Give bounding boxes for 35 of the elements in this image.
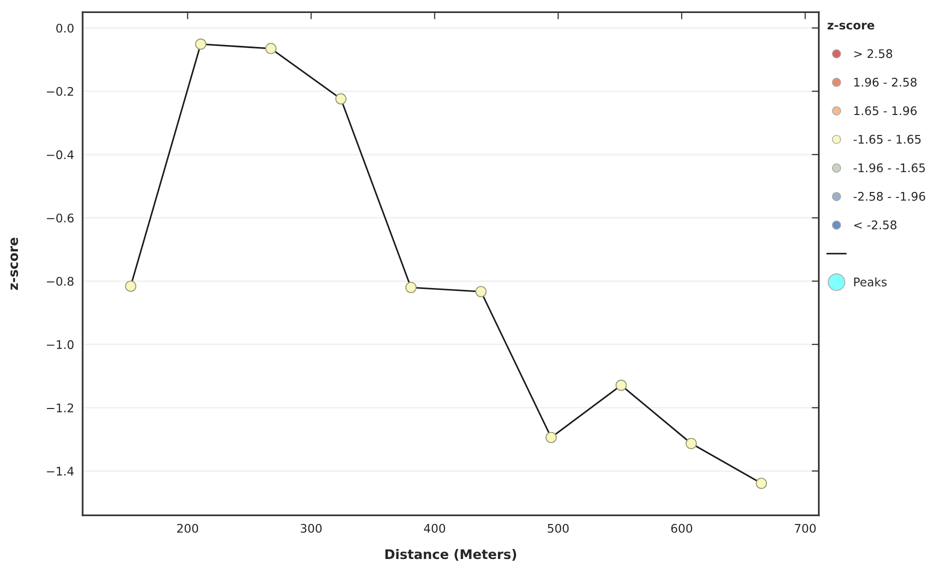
legend-label: > 2.58	[854, 49, 892, 58]
y-axis-title: z-score	[10, 238, 18, 290]
legend-title: z-score	[828, 22, 874, 30]
point	[195, 38, 206, 50]
y-tick-label: −1.0	[46, 340, 74, 350]
x-tick-label: 300	[300, 524, 322, 533]
x-tick-label: 200	[177, 524, 198, 533]
point	[616, 380, 627, 391]
point	[405, 282, 417, 294]
y-tick-label: −0.2	[46, 86, 74, 96]
point	[335, 93, 347, 104]
y-tick-label: −0.4	[46, 150, 74, 160]
legend-label: 1.96 - 2.58	[854, 78, 917, 87]
point	[475, 286, 487, 298]
legend-label: -1.96 - -1.65	[854, 163, 925, 172]
y-tick-label: −1.4	[46, 466, 74, 476]
y-tick-label: −1.2	[46, 403, 74, 412]
legend-label: -1.65 - 1.65	[854, 134, 921, 144]
legend-label: 1.65 - 1.96	[854, 106, 917, 116]
point	[125, 280, 136, 292]
legend-label: -2.58 - -1.96	[854, 192, 926, 201]
legend-label: < -2.58	[854, 220, 896, 230]
point	[756, 478, 768, 489]
x-tick-label: 400	[424, 524, 446, 533]
x-axis-title: Distance (Meters)	[385, 548, 516, 561]
point	[265, 42, 277, 54]
x-tick-label: 500	[548, 524, 569, 533]
point	[546, 432, 557, 444]
legend-label: Peaks	[854, 277, 887, 286]
y-tick-label: 0.0	[56, 24, 74, 33]
x-tick-label: 600	[671, 524, 692, 533]
y-tick-label: −0.6	[46, 214, 74, 223]
y-tick-label: −0.8	[46, 276, 74, 286]
point	[686, 438, 697, 450]
x-tick-label: 700	[794, 524, 816, 533]
